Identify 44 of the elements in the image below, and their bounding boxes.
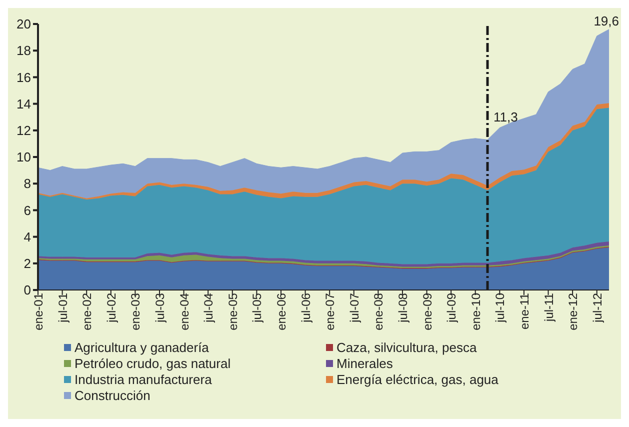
y-tick-label: 8	[24, 176, 31, 192]
y-tick-label: 14	[16, 96, 31, 112]
y-tick-label: 4	[24, 229, 31, 244]
y-tick-label: 2	[24, 256, 31, 272]
x-tick-label: ene-10	[468, 292, 483, 330]
x-tick-label: jul-07	[347, 292, 362, 324]
y-tick-label: 0	[24, 282, 31, 298]
x-tick-label: jul-03	[153, 292, 168, 324]
legend-label: Petróleo crudo, gas natural	[74, 356, 231, 371]
x-tick-label: ene-05	[226, 292, 240, 330]
x-tick-label: ene-08	[372, 292, 386, 330]
x-tick-label: jul-06	[298, 292, 313, 324]
x-tick-label: ene-11	[517, 292, 532, 330]
x-tick-label: ene-02	[80, 292, 94, 330]
x-tick-label: jul-08	[396, 292, 410, 324]
y-tick-label: 18	[16, 43, 31, 58]
x-tick-label: ene-01	[32, 292, 46, 330]
legend-label: Agricultura y ganadería	[74, 340, 209, 355]
x-tick-label: ene-03	[128, 292, 143, 330]
y-tick-label: 10	[16, 150, 31, 165]
x-tick-label: jul-05	[250, 292, 264, 324]
x-tick-label: jul-10	[493, 292, 508, 324]
y-tick-label: 12	[16, 123, 31, 138]
x-tick-label: ene-09	[420, 292, 434, 330]
x-tick-label: ene-07	[323, 292, 338, 330]
x-tick-label: ene-04	[177, 292, 192, 330]
x-tick-label: jul-01	[56, 292, 70, 324]
x-tick-label: jul-02	[104, 292, 118, 324]
legend-label: Caza, silvicultura, pesca	[336, 340, 477, 355]
x-tick-label: jul-09	[444, 292, 459, 324]
x-tick-label: ene-12	[566, 292, 580, 330]
y-tick-label: 16	[16, 70, 31, 85]
legend-label: Energía eléctrica, gas, agua	[336, 372, 498, 387]
x-tick-label: jul-04	[202, 292, 216, 324]
y-tick-label: 6	[24, 202, 31, 218]
legend-label: Minerales	[336, 356, 393, 371]
legend-label: Construcción	[74, 388, 150, 403]
annotation: 19,6	[594, 13, 619, 28]
x-tick-label: ene-06	[274, 292, 288, 330]
annotation: 11,3	[494, 110, 518, 125]
x-tick-label: jul-11	[542, 292, 556, 322]
legend-label: Industria manufacturera	[74, 372, 212, 387]
y-tick-label: 20	[16, 16, 31, 32]
x-tick-label: jul-12	[590, 292, 604, 324]
